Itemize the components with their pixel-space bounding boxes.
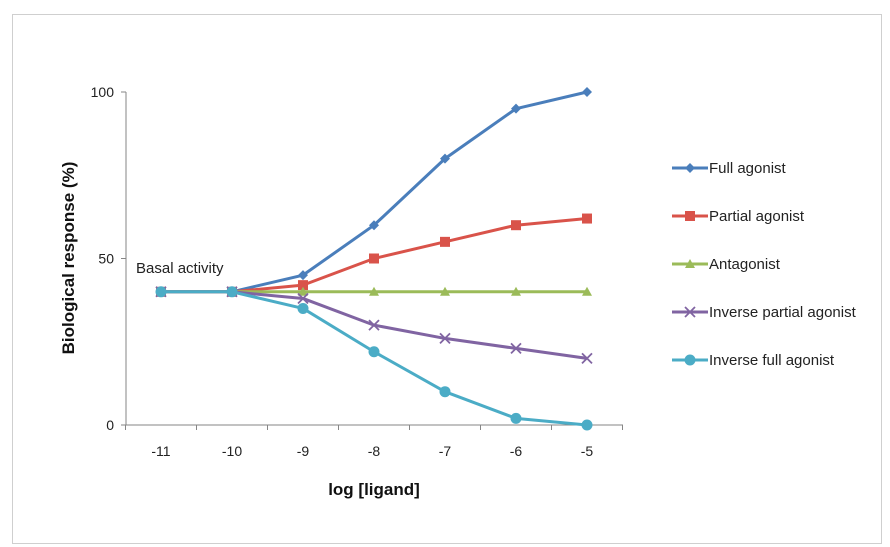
legend-item: Inverse full agonist <box>672 352 835 369</box>
chart-frame <box>12 14 882 544</box>
data-point <box>297 302 309 314</box>
data-point <box>511 220 521 231</box>
legend-marker <box>684 354 696 366</box>
data-point <box>368 346 380 358</box>
x-tick-label: -9 <box>297 443 310 459</box>
data-point <box>368 319 380 331</box>
data-point <box>226 286 238 298</box>
data-point <box>582 213 592 224</box>
legend-label: Partial agonist <box>709 208 805 225</box>
x-tick-label: -11 <box>151 443 170 459</box>
legend-item: Antagonist <box>672 256 781 273</box>
series-layer <box>155 87 593 431</box>
data-point <box>155 286 167 298</box>
legend: Full agonist Partial agonist Antagonist Inv… <box>672 160 857 369</box>
data-point <box>439 386 451 398</box>
data-point <box>510 342 522 355</box>
x-tick-label: -5 <box>581 443 594 459</box>
data-point <box>369 253 379 264</box>
series-line <box>161 290 588 427</box>
legend-item: Full agonist <box>672 160 787 177</box>
data-point <box>581 419 593 431</box>
legend-item: Partial agonist <box>672 208 805 225</box>
legend-marker <box>685 211 695 221</box>
x-tick-label: -10 <box>222 443 242 459</box>
data-point <box>511 286 521 296</box>
legend-marker <box>685 163 695 173</box>
x-tick-label: -7 <box>439 443 452 459</box>
data-point <box>581 352 593 365</box>
basal-activity-annotation: Basal activity <box>136 260 224 277</box>
x-tick-label: -6 <box>510 443 523 459</box>
x-tick-label: -8 <box>368 443 381 459</box>
data-point <box>297 292 309 305</box>
data-point <box>369 220 379 231</box>
legend-label: Full agonist <box>709 160 787 177</box>
data-point <box>510 412 522 424</box>
data-point <box>369 286 379 296</box>
data-point <box>440 153 450 164</box>
data-point <box>298 286 308 296</box>
x-axis-title: log [ligand] <box>328 480 420 499</box>
data-point <box>440 286 450 296</box>
data-point <box>298 270 308 281</box>
data-point <box>582 286 592 296</box>
legend-label: Antagonist <box>709 256 781 273</box>
axes: 0 50 100 -11 -10 -9 -8 -7 -6 -5 <box>91 84 623 459</box>
data-point <box>511 103 521 114</box>
y-axis-title: Biological response (%) <box>59 162 78 355</box>
y-tick-label: 100 <box>91 84 115 100</box>
legend-label: Inverse partial agonist <box>709 304 857 321</box>
y-tick-label: 50 <box>98 251 114 267</box>
data-point <box>298 280 308 291</box>
legend-marker <box>685 259 695 268</box>
data-point <box>439 332 451 345</box>
legend-item: Inverse partial agonist <box>672 304 857 321</box>
data-point <box>440 236 450 247</box>
series-inverse-full-agonist <box>155 286 593 431</box>
legend-marker <box>684 306 696 318</box>
legend-label: Inverse full agonist <box>709 352 835 369</box>
y-tick-label: 0 <box>106 417 114 433</box>
data-point <box>582 87 592 97</box>
